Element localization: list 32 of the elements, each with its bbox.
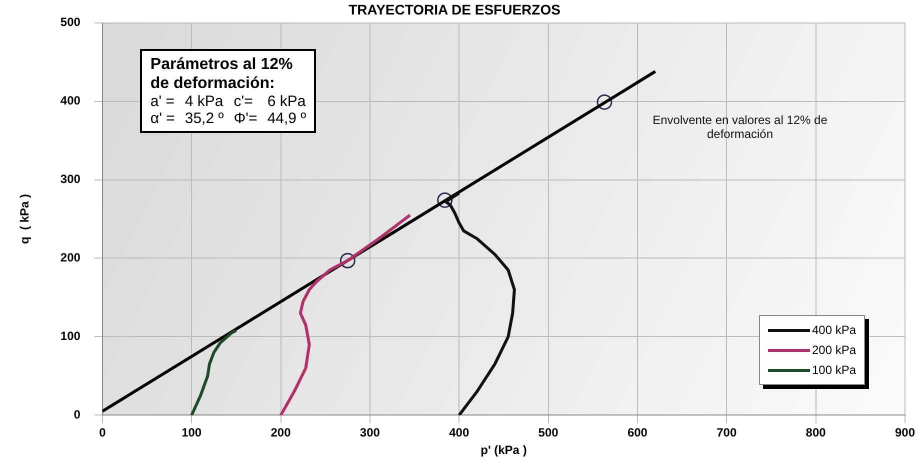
legend-label: 100 kPa [812, 363, 856, 378]
annotation: Parámetros al 12% de deformación: [150, 54, 294, 93]
y-tick-label: 200 [60, 250, 81, 265]
annotation: 6 kPa [267, 92, 306, 110]
annotation: c'= [234, 92, 254, 110]
annotation: 35,2 º [184, 110, 224, 127]
annotation: Envolvente en valores al 12% de deformación [652, 112, 828, 141]
x-tick-label: 800 [806, 426, 826, 440]
y-tick-label: 500 [60, 15, 81, 30]
x-tick-label: 900 [894, 426, 916, 440]
x-tick-label: 200 [270, 426, 292, 440]
x-tick-label: 100 [182, 426, 202, 440]
legend-label: 400 kPa [812, 323, 856, 338]
x-tick-label: 700 [716, 426, 737, 440]
y-tick-label: 0 [74, 408, 81, 422]
x-tick-label: 400 [449, 426, 470, 440]
x-tick-label: 300 [360, 426, 380, 440]
y-axis-title: q ( kPa ) [18, 194, 32, 244]
chart-title: TRAYECTORIA DE ESFUERZOS [348, 1, 560, 18]
legend-label: 200 kPa [812, 343, 856, 358]
annotation: 4 kPa [184, 92, 224, 110]
y-tick-label: 300 [60, 172, 81, 186]
y-tick-label: 100 [60, 329, 81, 344]
x-axis-title: p' (kPa ) [480, 443, 527, 458]
annotation: α' = [150, 110, 175, 127]
y-tick-label: 400 [60, 94, 81, 108]
x-tick-label: 600 [627, 426, 648, 440]
x-tick-label: 0 [99, 426, 106, 440]
annotation: 44,9 º [267, 110, 306, 127]
annotation: Φ'= [234, 110, 258, 127]
x-tick-label: 500 [538, 426, 559, 440]
annotation: a' = [150, 92, 175, 110]
